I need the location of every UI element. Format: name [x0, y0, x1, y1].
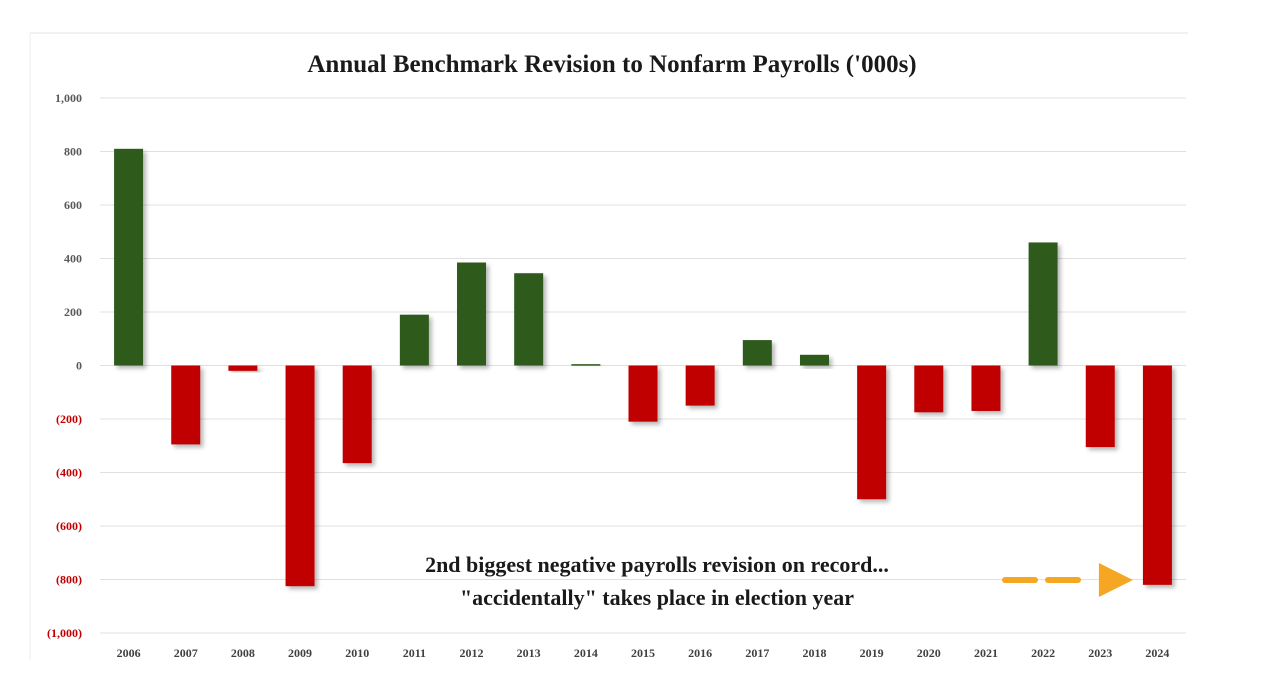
gridlines: [100, 97, 1186, 634]
x-tick-label: 2024: [1145, 646, 1169, 660]
annotation-line-2: "accidentally" takes place in election y…: [460, 585, 854, 610]
y-tick-label: (400): [56, 466, 82, 480]
bar-2015: [628, 365, 658, 422]
y-tick-label: 600: [64, 198, 82, 212]
x-tick-label: 2021: [974, 646, 998, 660]
arrow-head: [1098, 563, 1133, 597]
y-tick-label: (200): [56, 412, 82, 426]
bars: [114, 148, 1172, 587]
bar-2013: [514, 273, 544, 366]
x-tick-label: 2010: [345, 646, 369, 660]
x-axis-ticks: 2006 2007 2008 2009 2010 2011 2012 2013 2014 2015…: [117, 646, 1170, 660]
x-tick-label: 2020: [917, 646, 941, 660]
bar-2018: [799, 354, 829, 366]
y-tick-label: 1,000: [55, 91, 82, 105]
y-tick-label: 800: [64, 145, 82, 159]
bar-2023: [1085, 365, 1115, 448]
x-tick-label: 2011: [403, 646, 426, 660]
annotation-line-1: 2nd biggest negative payrolls revision o…: [425, 552, 889, 577]
x-tick-label: 2013: [517, 646, 541, 660]
bar-2009: [285, 365, 315, 587]
annotation-arrow-icon: [1002, 563, 1133, 597]
x-tick-label: 2012: [460, 646, 484, 660]
bar-2012: [457, 262, 487, 366]
bar-2011: [399, 314, 429, 366]
bar-2024: [1142, 365, 1172, 585]
bar-2022: [1028, 242, 1058, 366]
bar-2019: [857, 365, 887, 500]
y-tick-label: 0: [76, 359, 82, 373]
y-tick-label: (800): [56, 573, 82, 587]
chart-title: Annual Benchmark Revision to Nonfarm Pay…: [307, 51, 916, 78]
x-tick-label: 2008: [231, 646, 255, 660]
bar-2008: [228, 365, 258, 371]
bar-2007: [171, 365, 201, 445]
x-tick-label: 2019: [860, 646, 884, 660]
y-axis-ticks: 1,000 800 600 400 200 0 (200) (400) (600) (800) (1…: [47, 91, 82, 640]
y-tick-label: (600): [56, 519, 82, 533]
x-tick-label: 2022: [1031, 646, 1055, 660]
bar-2006: [114, 148, 144, 366]
x-tick-label: 2015: [631, 646, 655, 660]
bar-2017: [742, 340, 772, 366]
x-tick-label: 2007: [174, 646, 198, 660]
bar-2016: [685, 365, 715, 406]
x-tick-label: 2023: [1088, 646, 1112, 660]
y-tick-label: 200: [64, 305, 82, 319]
bar-2014: [571, 364, 601, 366]
x-tick-label: 2006: [117, 646, 141, 660]
bar-2021: [971, 365, 1001, 411]
x-tick-label: 2017: [745, 646, 769, 660]
x-tick-label: 2014: [574, 646, 598, 660]
x-tick-label: 2016: [688, 646, 712, 660]
y-tick-label: 400: [64, 252, 82, 266]
y-tick-label: (1,000): [47, 626, 82, 640]
bar-2010: [342, 365, 372, 464]
x-tick-label: 2018: [802, 646, 826, 660]
bar-2020: [914, 365, 944, 413]
x-tick-label: 2009: [288, 646, 312, 660]
annotation: 2nd biggest negative payrolls revision o…: [425, 552, 1133, 610]
